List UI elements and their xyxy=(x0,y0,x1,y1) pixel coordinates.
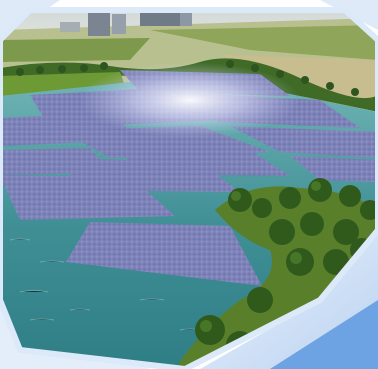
hexagon-frame-border xyxy=(0,7,378,369)
island-tree-highlights xyxy=(200,181,321,332)
solar-array-row-2-right xyxy=(230,126,378,158)
building-2 xyxy=(112,14,126,34)
field-green-1 xyxy=(150,25,378,60)
frame-accent-deep xyxy=(270,300,378,369)
water-ripples xyxy=(9,238,201,331)
building-4 xyxy=(180,12,192,26)
solar-array-near xyxy=(66,222,262,286)
shore-trees xyxy=(16,60,359,96)
far-treeline xyxy=(0,58,378,112)
building-5 xyxy=(60,22,80,32)
sun-glare xyxy=(80,62,300,138)
building-1 xyxy=(88,10,110,36)
solar-array-row-5-left xyxy=(0,176,175,220)
building-3 xyxy=(140,10,180,26)
solar-array-row-3-right xyxy=(290,156,378,182)
field-green-2 xyxy=(0,38,150,62)
